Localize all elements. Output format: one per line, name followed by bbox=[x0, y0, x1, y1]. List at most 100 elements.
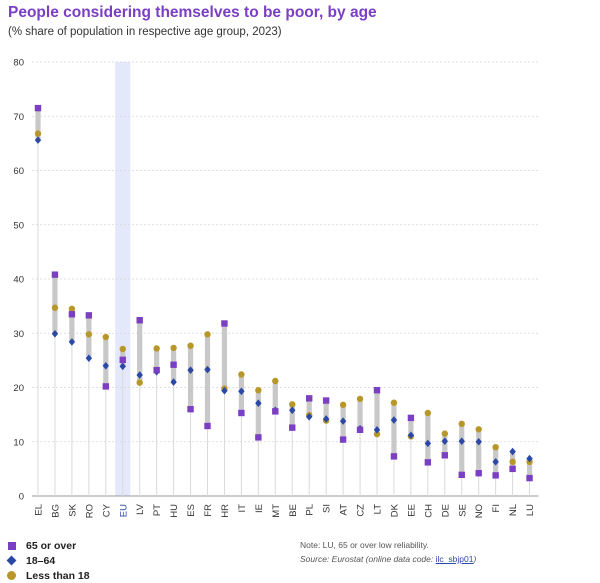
65-or-over-point bbox=[187, 406, 194, 413]
18-64-point bbox=[221, 386, 228, 395]
18-64-point bbox=[204, 365, 211, 374]
x-tick-label: NL bbox=[508, 504, 519, 516]
range-bar bbox=[204, 334, 211, 427]
chart-subtitle: (% share of population in respective age… bbox=[8, 26, 282, 38]
y-tick-label: 50 bbox=[13, 220, 24, 231]
x-tick-label: DE bbox=[440, 504, 451, 517]
65-or-over-point bbox=[272, 408, 279, 415]
less-than-18-point bbox=[255, 387, 262, 394]
x-tick-label: LT bbox=[373, 504, 384, 515]
x-tick-label: SE bbox=[457, 504, 468, 517]
65-or-over-point bbox=[424, 459, 432, 466]
y-tick-label: 40 bbox=[13, 275, 24, 286]
65-or-over-point bbox=[458, 471, 465, 479]
less-than-18-point bbox=[102, 333, 110, 341]
range-bar bbox=[526, 458, 533, 479]
less-than-18-point bbox=[356, 395, 364, 403]
y-tick-label: 80 bbox=[13, 58, 24, 69]
x-tick-label: PT bbox=[152, 504, 163, 516]
legend-item-65-or-over: 65 or over bbox=[6, 538, 90, 553]
range-bar bbox=[272, 380, 278, 412]
18-64-point bbox=[441, 437, 448, 446]
y-tick-label: 0 bbox=[19, 492, 24, 503]
less-than-18-point bbox=[170, 344, 177, 352]
range-bar bbox=[69, 308, 75, 342]
65-or-over-point bbox=[306, 395, 313, 402]
chart-legend: 65 or over 18–64 Less than 18 bbox=[6, 538, 90, 583]
less-than-18-point bbox=[509, 458, 516, 466]
18-64-point bbox=[373, 426, 381, 434]
x-tick-label: NO bbox=[474, 504, 485, 518]
x-tick-label: LV bbox=[135, 503, 146, 515]
65-or-over-point bbox=[475, 470, 482, 477]
65-or-over-point bbox=[68, 311, 76, 318]
65-or-over-point bbox=[238, 409, 245, 417]
x-tick-label: FI bbox=[491, 504, 502, 512]
source-code-link[interactable]: ilc_sbjp01 bbox=[435, 554, 474, 564]
x-tick-label: DK bbox=[389, 503, 400, 517]
y-tick-label: 20 bbox=[13, 383, 24, 394]
18-64-point bbox=[509, 447, 516, 456]
range-bar bbox=[255, 390, 261, 438]
range-bar bbox=[221, 323, 228, 391]
18-64-point bbox=[119, 362, 126, 371]
range-bar bbox=[459, 423, 465, 475]
source-prefix: Source: Eurostat (online data code: bbox=[300, 554, 436, 564]
65-or-over-point bbox=[170, 361, 177, 368]
less-than-18-point bbox=[390, 399, 398, 406]
legend-item-less-than-18: Less than 18 bbox=[6, 568, 90, 583]
65-or-over-point bbox=[51, 271, 59, 278]
less-than-18-point bbox=[68, 305, 76, 313]
less-than-18-point bbox=[424, 409, 432, 417]
x-tick-label: HR bbox=[220, 504, 231, 518]
range-bar bbox=[137, 320, 143, 383]
y-tick-label: 70 bbox=[13, 112, 24, 123]
less-than-18-point bbox=[85, 331, 93, 338]
18-64-point bbox=[170, 378, 177, 386]
less-than-18-point bbox=[373, 430, 381, 438]
diamond-marker-icon bbox=[6, 555, 20, 566]
65-or-over-point bbox=[390, 453, 398, 460]
range-bar bbox=[289, 404, 295, 428]
x-tick-label: MT bbox=[271, 504, 282, 518]
x-tick-label: FR bbox=[203, 504, 214, 517]
65-or-over-point bbox=[255, 434, 262, 441]
less-than-18-point bbox=[289, 401, 296, 408]
18-64-point bbox=[238, 387, 245, 396]
x-tick-label: EU bbox=[118, 504, 129, 517]
x-tick-label: BG bbox=[50, 504, 61, 518]
x-tick-label: PL bbox=[305, 504, 316, 516]
legend-label: 65 or over bbox=[26, 539, 77, 552]
y-tick-label: 60 bbox=[13, 166, 24, 177]
chart-title: People considering themselves to be poor… bbox=[8, 4, 377, 21]
range-bar bbox=[425, 412, 431, 463]
less-than-18-point bbox=[238, 371, 245, 378]
source-suffix: ) bbox=[473, 554, 477, 564]
18-64-point bbox=[34, 136, 42, 144]
65-or-over-point bbox=[289, 424, 296, 431]
less-than-18-point bbox=[51, 304, 59, 311]
18-64-point bbox=[51, 329, 59, 338]
18-64-point bbox=[339, 417, 347, 425]
65-or-over-point bbox=[526, 474, 533, 482]
18-64-point bbox=[187, 366, 194, 374]
65-or-over-point bbox=[339, 436, 347, 443]
x-tick-label: IE bbox=[254, 504, 265, 513]
18-64-point bbox=[289, 406, 296, 415]
less-than-18-point bbox=[204, 331, 211, 338]
18-64-point bbox=[102, 362, 109, 370]
65-or-over-point bbox=[102, 383, 109, 390]
x-tick-label: SK bbox=[67, 503, 78, 516]
chart-notes: Note: LU, 65 or over low reliability. So… bbox=[300, 538, 476, 566]
x-tick-label: AT bbox=[339, 504, 350, 516]
18-64-point bbox=[475, 437, 482, 446]
legend-item-18-64: 18–64 bbox=[6, 553, 90, 568]
x-tick-label: LU bbox=[525, 504, 536, 516]
less-than-18-point bbox=[34, 130, 42, 137]
65-or-over-point bbox=[119, 356, 126, 364]
x-tick-label: IT bbox=[237, 504, 248, 513]
18-64-point bbox=[306, 412, 313, 421]
range-bar bbox=[187, 345, 194, 410]
65-or-over-point bbox=[34, 104, 42, 112]
18-64-point bbox=[255, 399, 262, 408]
